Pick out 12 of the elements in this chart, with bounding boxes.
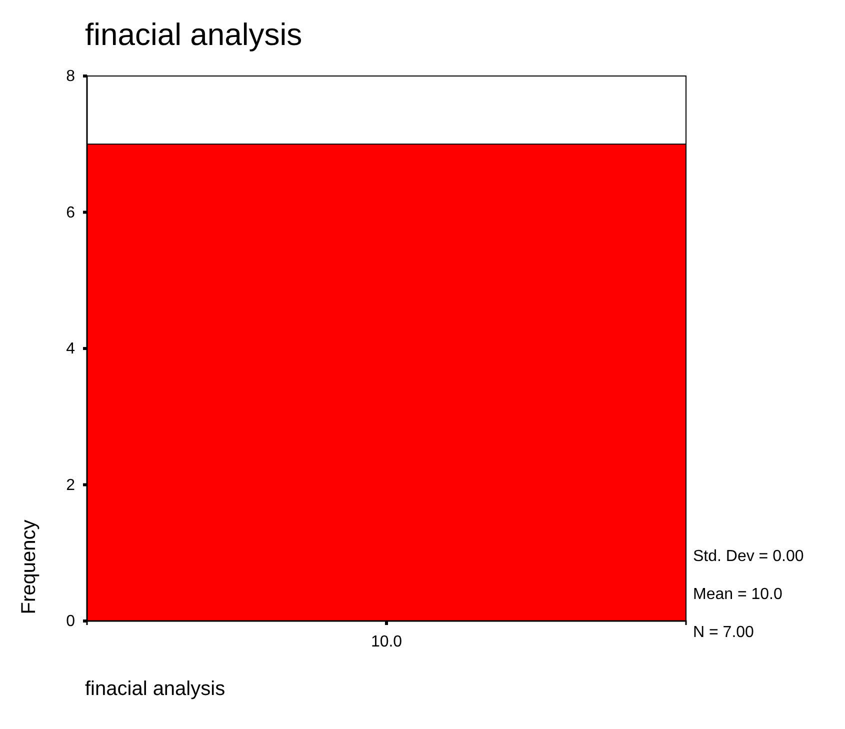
text: Mean = 10.0 <box>693 586 782 603</box>
x-axis-title: finacial analysis <box>85 678 226 700</box>
y-tick-label: 2 <box>66 476 76 494</box>
x-tick-label: 10.0 <box>370 633 402 650</box>
y-tick-label: 8 <box>66 68 76 86</box>
text: N = 7.00 <box>693 624 754 641</box>
text: Std. Dev = 0.00 <box>693 548 804 565</box>
y-axis-title: Frequency <box>18 520 40 614</box>
chart-title: finacial analysis <box>85 17 302 52</box>
y-tick-label: 4 <box>66 340 76 358</box>
y-tick-label: 0 <box>66 613 76 630</box>
y-tick-label: 6 <box>66 204 76 222</box>
